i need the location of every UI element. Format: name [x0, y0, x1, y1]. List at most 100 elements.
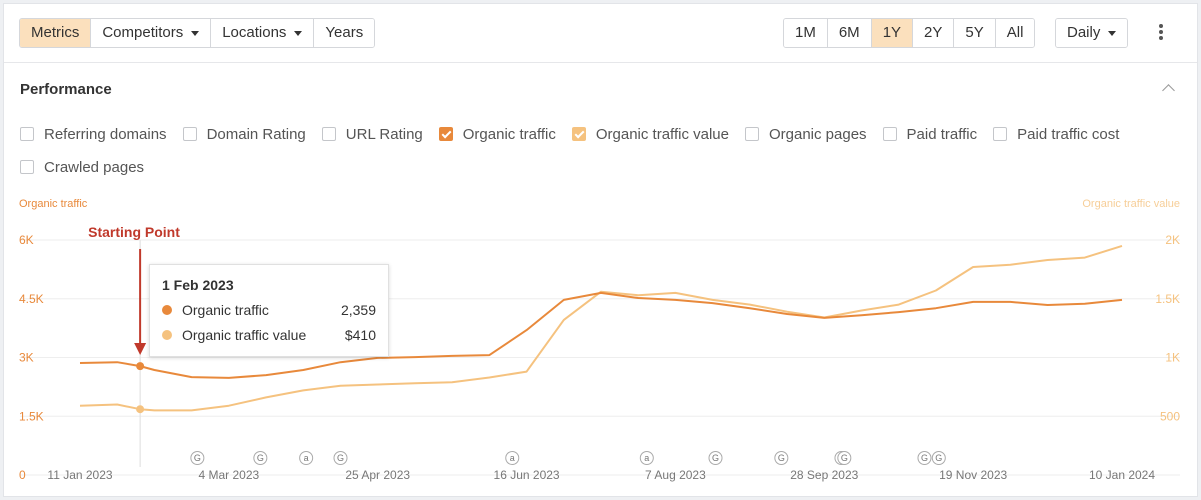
- range-label: 1Y: [882, 24, 902, 41]
- x-tick-label: 19 Nov 2023: [939, 468, 1007, 482]
- metric-label: URL Rating: [345, 125, 423, 143]
- event-marker[interactable]: a: [639, 451, 654, 465]
- event-marker-circle: [190, 451, 205, 465]
- event-marker[interactable]: G: [917, 451, 932, 465]
- annotation: Starting Point: [88, 224, 180, 240]
- event-marker-label: a: [510, 453, 515, 463]
- range-button[interactable]: 1Y: [870, 19, 913, 47]
- tooltip-row: Organic traffic value $410: [162, 327, 376, 343]
- interval-select[interactable]: Daily: [1055, 18, 1129, 48]
- checkbox[interactable]: [993, 127, 1008, 141]
- event-marker-label: a: [644, 453, 649, 463]
- checkbox[interactable]: [882, 127, 897, 141]
- event-marker[interactable]: G: [253, 451, 268, 465]
- checkbox[interactable]: [571, 127, 586, 141]
- tooltip-row: Organic traffic 2,359: [162, 302, 376, 318]
- metric-checkbox[interactable]: Organic traffic value: [571, 124, 729, 144]
- range-label: 2Y: [924, 24, 943, 41]
- metric-label: Organic pages: [768, 125, 867, 143]
- y2-tick-label: 500: [1160, 409, 1180, 423]
- metric-label: Crawled pages: [44, 158, 145, 176]
- range-button[interactable]: 2Y: [912, 19, 954, 47]
- metric-label: Paid traffic: [906, 125, 978, 143]
- legend-dot: [162, 330, 172, 340]
- event-marker-circle: [931, 451, 946, 465]
- event-marker[interactable]: G: [837, 451, 852, 465]
- event-marker[interactable]: G: [333, 451, 348, 465]
- interval-button[interactable]: Daily: [1056, 19, 1128, 47]
- collapse-toggle[interactable]: [1162, 84, 1175, 97]
- event-marker[interactable]: G: [190, 451, 205, 465]
- event-marker-circle: [333, 451, 348, 465]
- y-tick-label: 0: [19, 468, 26, 482]
- tooltip: 1 Feb 2023 Organic traffic 2,359 Organic …: [149, 264, 389, 357]
- metric-checkbox[interactable]: Organic pages: [744, 124, 867, 144]
- highlight-point: [136, 405, 145, 414]
- range-button[interactable]: 5Y: [953, 19, 995, 47]
- metric-label: Domain Rating: [206, 125, 306, 143]
- checkbox[interactable]: [20, 127, 34, 141]
- tab-label: Metrics: [31, 24, 80, 41]
- y-tick-label: 6K: [19, 233, 34, 247]
- tab-label: Locations: [222, 24, 287, 41]
- range-tabs: 1M 6M 1Y 2Y 5Y All: [783, 18, 1036, 48]
- event-marker-circle: [708, 451, 723, 465]
- event-marker[interactable]: G: [931, 451, 946, 465]
- range-button[interactable]: 1M: [784, 19, 827, 47]
- event-marker-circle: [917, 451, 932, 465]
- event-marker[interactable]: G: [708, 451, 723, 465]
- metric-checkbox[interactable]: Referring domains: [20, 124, 167, 144]
- checkbox[interactable]: [20, 160, 34, 174]
- event-marker[interactable]: a: [299, 451, 314, 465]
- x-tick-label: 11 Jan 2023: [47, 468, 112, 482]
- annotation-arrowhead: [134, 343, 147, 355]
- tab-button[interactable]: Years: [313, 19, 375, 47]
- checkbox[interactable]: [438, 127, 453, 141]
- tab-button[interactable]: Locations: [210, 19, 314, 47]
- tab-label: Years: [325, 24, 364, 41]
- more-menu[interactable]: [1159, 24, 1163, 40]
- y-tick-label: 3K: [19, 351, 34, 365]
- event-marker-label: G: [194, 453, 201, 463]
- tab-button[interactable]: Competitors: [90, 19, 211, 47]
- tooltip-value: 2,359: [340, 302, 376, 318]
- metric-checkbox[interactable]: Paid traffic cost: [993, 124, 1119, 144]
- event-marker[interactable]: G: [774, 451, 789, 465]
- section-title: Performance: [20, 81, 112, 98]
- event-marker-circle: [639, 451, 654, 465]
- metric-checkbox[interactable]: Paid traffic: [882, 124, 978, 144]
- metric-checkbox[interactable]: Domain Rating: [182, 124, 306, 144]
- metric-label: Referring domains: [44, 125, 167, 143]
- x-tick-label: 7 Aug 2023: [645, 468, 706, 482]
- x-tick-label: 28 Sep 2023: [790, 468, 858, 482]
- metric-list: Referring domains Domain Rating URL Rating…: [20, 124, 1190, 177]
- metric-label: Organic traffic: [462, 125, 556, 143]
- y-tick-label: 4.5K: [19, 292, 44, 306]
- tab-button[interactable]: Metrics: [20, 19, 91, 47]
- metric-checkbox[interactable]: Organic traffic: [438, 124, 556, 144]
- tooltip-name: Organic traffic value: [182, 327, 307, 343]
- range-button[interactable]: All: [994, 19, 1035, 47]
- range-label: 1M: [795, 24, 816, 41]
- event-marker-circle: [837, 451, 852, 465]
- event-marker-label: G: [257, 453, 264, 463]
- x-tick-label: 25 Apr 2023: [345, 468, 410, 482]
- series-line: [79, 244, 1123, 412]
- checkbox[interactable]: [321, 127, 336, 141]
- checkbox[interactable]: [744, 127, 759, 141]
- metric-checkbox[interactable]: URL Rating: [321, 124, 423, 144]
- event-marker[interactable]: a: [505, 451, 520, 465]
- metric-checkbox[interactable]: Crawled pages: [20, 157, 144, 177]
- range-button[interactable]: 6M: [826, 19, 871, 47]
- tooltip-name: Organic traffic: [182, 302, 269, 318]
- y-axis-title: Organic traffic: [19, 198, 88, 210]
- event-marker-label: a: [304, 453, 309, 463]
- interval-label: Daily: [1067, 24, 1101, 41]
- event-marker-circle: [774, 451, 789, 465]
- event-marker-circle: [253, 451, 268, 465]
- metric-label: Organic traffic value: [595, 125, 729, 143]
- tooltip-date: 1 Feb 2023: [162, 277, 234, 293]
- checkbox[interactable]: [182, 127, 197, 141]
- view-tabs: Metrics Competitors Locations Years: [19, 18, 376, 48]
